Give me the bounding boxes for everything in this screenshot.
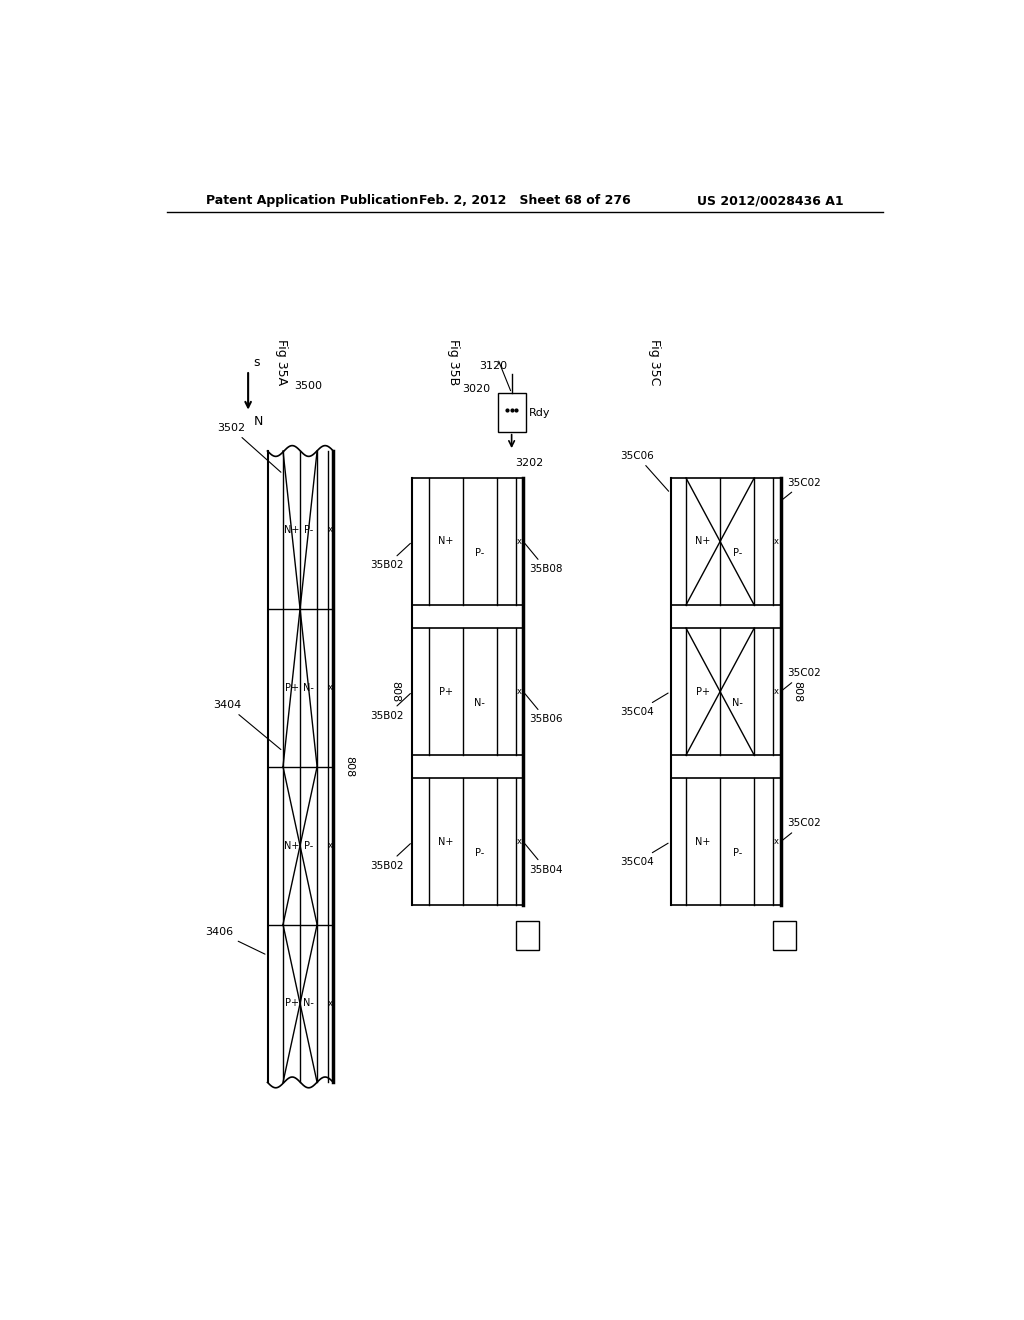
Text: x: x — [517, 688, 522, 696]
Text: 808: 808 — [344, 756, 354, 777]
Text: x: x — [328, 684, 333, 692]
Text: Patent Application Publication: Patent Application Publication — [206, 194, 418, 207]
Text: 3202: 3202 — [515, 458, 544, 467]
Text: N+: N+ — [438, 837, 454, 846]
Text: P+: P+ — [285, 998, 299, 1008]
Text: N+: N+ — [284, 841, 299, 850]
Text: x: x — [517, 537, 522, 546]
Bar — [773, 921, 796, 950]
Text: 35C06: 35C06 — [621, 450, 669, 491]
Text: P-: P- — [475, 849, 484, 858]
Text: 35B02: 35B02 — [370, 843, 411, 871]
Text: x: x — [328, 841, 333, 850]
Text: P+: P+ — [285, 682, 299, 693]
Text: 35B02: 35B02 — [370, 693, 411, 721]
Text: N+: N+ — [438, 536, 454, 546]
Text: 35C02: 35C02 — [782, 478, 820, 499]
Text: 35C04: 35C04 — [621, 693, 668, 717]
Text: Fig 35A: Fig 35A — [275, 339, 288, 385]
Text: 35B06: 35B06 — [525, 694, 563, 725]
Text: Feb. 2, 2012   Sheet 68 of 276: Feb. 2, 2012 Sheet 68 of 276 — [419, 194, 631, 207]
Text: 3500: 3500 — [295, 380, 323, 391]
Text: 35C02: 35C02 — [782, 668, 820, 690]
Text: x: x — [328, 999, 333, 1008]
Text: 35B08: 35B08 — [525, 544, 563, 574]
Text: N-: N- — [474, 698, 485, 708]
Text: 35B02: 35B02 — [370, 544, 411, 570]
Text: Fig 35C: Fig 35C — [648, 339, 662, 385]
Text: P-: P- — [732, 849, 741, 858]
Text: N+: N+ — [284, 525, 299, 535]
Text: 35B04: 35B04 — [525, 843, 563, 875]
Text: x: x — [517, 837, 522, 846]
Text: P+: P+ — [438, 686, 453, 697]
Text: US 2012/0028436 A1: US 2012/0028436 A1 — [697, 194, 844, 207]
Text: x: x — [774, 688, 779, 696]
Text: N-: N- — [303, 682, 314, 693]
Text: 3406: 3406 — [206, 927, 265, 954]
Text: N-: N- — [732, 698, 742, 708]
Text: Fig 35B: Fig 35B — [447, 339, 460, 385]
Text: x: x — [774, 537, 779, 546]
Text: x: x — [328, 525, 333, 535]
Text: N+: N+ — [695, 536, 711, 546]
Bar — [515, 921, 539, 950]
Text: N: N — [254, 416, 263, 428]
Text: Rdy: Rdy — [528, 408, 550, 417]
Text: 808: 808 — [390, 681, 400, 702]
Text: s: s — [254, 356, 260, 370]
Text: 35C04: 35C04 — [621, 843, 668, 867]
Text: N-: N- — [303, 998, 314, 1008]
Text: 808: 808 — [793, 681, 803, 702]
Text: P-: P- — [475, 548, 484, 558]
Text: P-: P- — [304, 525, 313, 535]
Text: P+: P+ — [696, 686, 710, 697]
Text: 3404: 3404 — [213, 700, 281, 750]
Text: P-: P- — [304, 841, 313, 850]
Text: x: x — [774, 837, 779, 846]
Text: P-: P- — [732, 548, 741, 558]
Text: 35C02: 35C02 — [782, 818, 820, 840]
Text: N+: N+ — [695, 837, 711, 846]
Bar — [498, 393, 525, 432]
Text: 3502: 3502 — [217, 422, 281, 473]
Text: 3120: 3120 — [479, 362, 508, 371]
Text: 3020: 3020 — [462, 384, 489, 395]
